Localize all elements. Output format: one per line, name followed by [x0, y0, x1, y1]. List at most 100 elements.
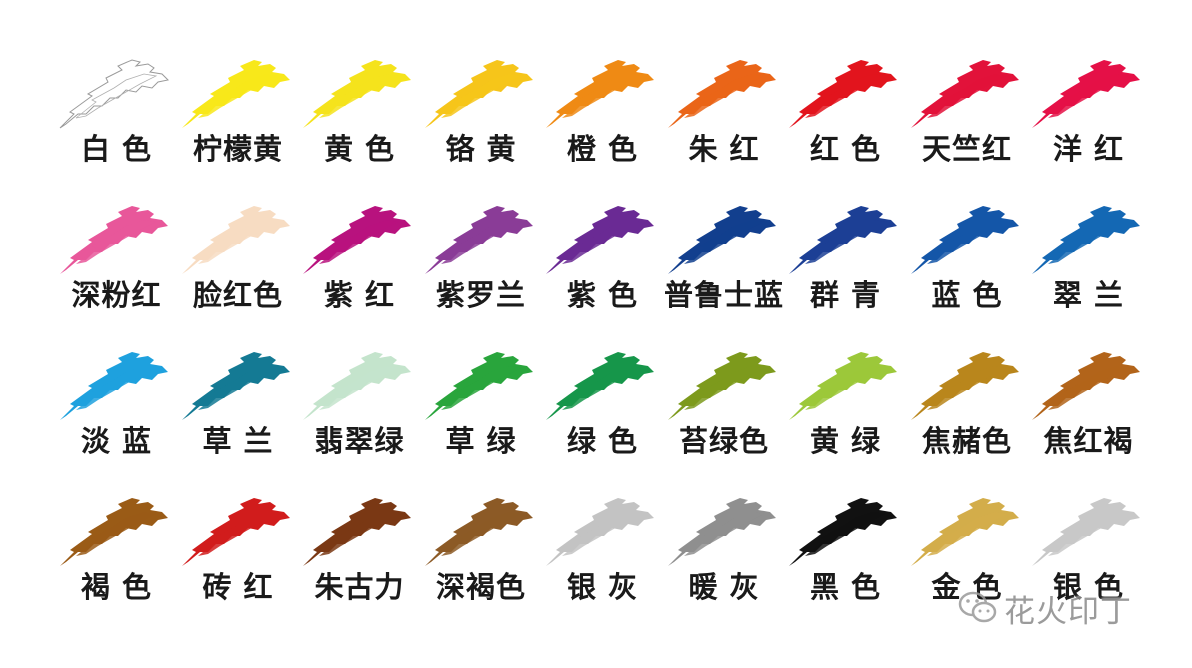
color-label: 柠檬黄 [192, 132, 283, 166]
color-swatch: 普鲁士蓝 [664, 200, 785, 340]
crayon-stroke [910, 206, 1019, 274]
color-swatch: 橙 色 [542, 54, 663, 194]
color-swatch: 深褐色 [421, 492, 542, 632]
color-label: 蓝 色 [931, 278, 1003, 312]
crayon-stroke [910, 60, 1019, 128]
wechat-icon [958, 591, 997, 623]
crayon-stroke-texture [562, 512, 642, 556]
crayon-stroke-texture [1048, 366, 1128, 410]
color-swatch: 柠檬黄 [178, 54, 299, 194]
color-swatch: 银 灰 [542, 492, 663, 632]
crayon-stroke [60, 206, 168, 274]
crayon-stroke [60, 352, 168, 420]
crayon-stroke [910, 352, 1019, 420]
color-label: 淡 蓝 [80, 424, 153, 458]
crayon-stroke [667, 206, 776, 274]
color-swatch: 砖 红 [178, 492, 299, 632]
crayon-stroke-main [59, 59, 170, 129]
crayon-stroke-texture [197, 512, 278, 556]
crayon-stroke-texture [562, 220, 642, 264]
color-label: 群 青 [809, 278, 882, 312]
color-swatch: 朱古力 [299, 492, 420, 632]
color-label: 深褐色 [435, 570, 526, 604]
crayon-stroke-texture [562, 366, 642, 410]
crayon-stroke-texture [683, 512, 764, 556]
color-swatch: 淡 蓝 [56, 346, 177, 486]
color-swatch: 群 青 [785, 200, 906, 340]
crayon-stroke-texture [805, 220, 885, 264]
color-swatch: 紫 红 [299, 200, 420, 340]
color-label: 焦红褐 [1043, 424, 1134, 458]
crayon-stroke [181, 60, 290, 128]
crayon-stroke-texture [440, 74, 521, 118]
color-swatch: 黄 绿 [785, 346, 906, 486]
crayon-stroke [1032, 352, 1140, 420]
crayon-stroke [60, 498, 168, 566]
color-label: 黄 色 [323, 132, 396, 166]
crayon-stroke-texture [319, 74, 399, 118]
color-swatch: 银 色 [1028, 492, 1149, 632]
color-label: 深粉红 [71, 278, 162, 312]
crayon-stroke-texture [926, 74, 1007, 118]
color-label: 紫 色 [566, 278, 639, 312]
crayon-stroke [424, 60, 533, 128]
color-label: 铬 黄 [445, 132, 517, 166]
crayon-stroke-texture [440, 512, 521, 556]
color-label: 黑 色 [809, 570, 882, 604]
color-swatch: 苔绿色 [664, 346, 785, 486]
color-swatch: 翡翠绿 [299, 346, 420, 486]
crayon-stroke [424, 498, 533, 566]
crayon-stroke-texture [319, 220, 399, 264]
crayon-stroke [667, 352, 776, 420]
crayon-stroke-texture [440, 366, 521, 410]
color-label: 焦赭色 [921, 424, 1012, 458]
color-swatch: 洋 红 [1028, 54, 1149, 194]
color-swatch: 暖 灰 [664, 492, 785, 632]
color-swatch: 朱 红 [664, 54, 785, 194]
color-swatch: 蓝 色 [907, 200, 1028, 340]
crayon-stroke [789, 60, 897, 128]
crayon-stroke [789, 498, 897, 566]
color-label: 银 色 [1052, 570, 1125, 604]
crayon-stroke-texture [197, 74, 278, 118]
color-swatch: 黄 色 [299, 54, 420, 194]
color-label: 普鲁士蓝 [663, 278, 784, 312]
color-swatch: 草 兰 [178, 346, 299, 486]
color-label: 白 色 [80, 132, 153, 166]
color-swatch: 焦红褐 [1028, 346, 1149, 486]
color-label: 脸红色 [192, 278, 283, 312]
color-swatch: 翠 兰 [1028, 200, 1149, 340]
color-label: 紫 红 [323, 278, 396, 312]
color-swatch: 草 绿 [421, 346, 542, 486]
crayon-stroke-texture [197, 220, 278, 264]
color-label: 翠 兰 [1052, 278, 1125, 312]
color-swatch: 焦赭色 [907, 346, 1028, 486]
crayon-stroke [546, 352, 654, 420]
color-swatch: 白 色 [56, 54, 177, 194]
color-swatch: 天竺红 [907, 54, 1028, 194]
crayon-stroke [1032, 60, 1140, 128]
crayon-stroke [303, 352, 411, 420]
color-label: 朱 红 [688, 132, 760, 166]
crayon-stroke-texture [562, 74, 642, 118]
crayon-stroke-texture [805, 74, 885, 118]
crayon-stroke [546, 206, 654, 274]
color-label: 紫罗兰 [435, 278, 526, 312]
crayon-stroke [424, 206, 533, 274]
crayon-stroke [303, 206, 411, 274]
crayon-stroke-texture [319, 512, 399, 556]
crayon-stroke-texture [76, 366, 156, 410]
crayon-stroke-texture [319, 366, 399, 410]
color-label: 金 色 [931, 570, 1003, 604]
crayon-stroke [303, 498, 411, 566]
watermark: 花火印丁 [958, 584, 1132, 632]
crayon-stroke-texture [683, 220, 764, 264]
color-label: 暖 灰 [688, 570, 760, 604]
color-label: 褐 色 [80, 570, 153, 604]
crayon-stroke [789, 206, 897, 274]
crayon-stroke [181, 352, 290, 420]
color-label: 绿 色 [566, 424, 639, 458]
crayon-stroke [667, 60, 776, 128]
crayon-stroke-texture [76, 512, 156, 556]
color-label: 朱古力 [314, 570, 405, 604]
